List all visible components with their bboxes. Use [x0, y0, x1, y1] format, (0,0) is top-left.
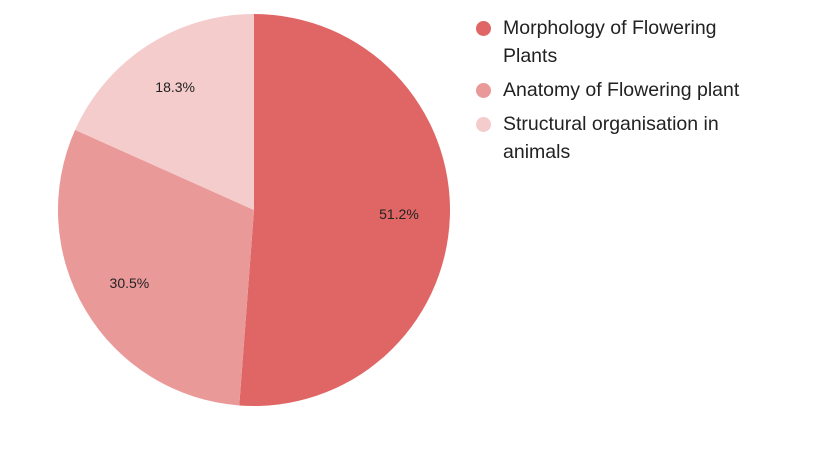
legend-label: Anatomy of Flowering plant	[503, 79, 740, 101]
legend-swatch	[476, 83, 491, 98]
legend-label: Structural organisation in animals	[503, 113, 719, 163]
pie-slice	[57, 129, 254, 406]
legend-item: Morphology of Flowering Plants	[476, 14, 768, 70]
value-label: 51.2%	[379, 206, 419, 222]
pie-slice	[239, 14, 450, 406]
legend-item: Anatomy of Flowering plant	[476, 76, 768, 104]
pie-slice	[75, 14, 254, 210]
legend-swatch	[476, 117, 491, 132]
legend-item: Structural organisation in animals	[476, 110, 768, 166]
legend-label: Morphology of Flowering Plants	[503, 17, 717, 67]
value-label: 18.3%	[155, 79, 195, 95]
legend: Morphology of Flowering Plants Anatomy of…	[476, 14, 776, 172]
value-label: 30.5%	[110, 275, 150, 291]
legend-swatch	[476, 21, 491, 36]
